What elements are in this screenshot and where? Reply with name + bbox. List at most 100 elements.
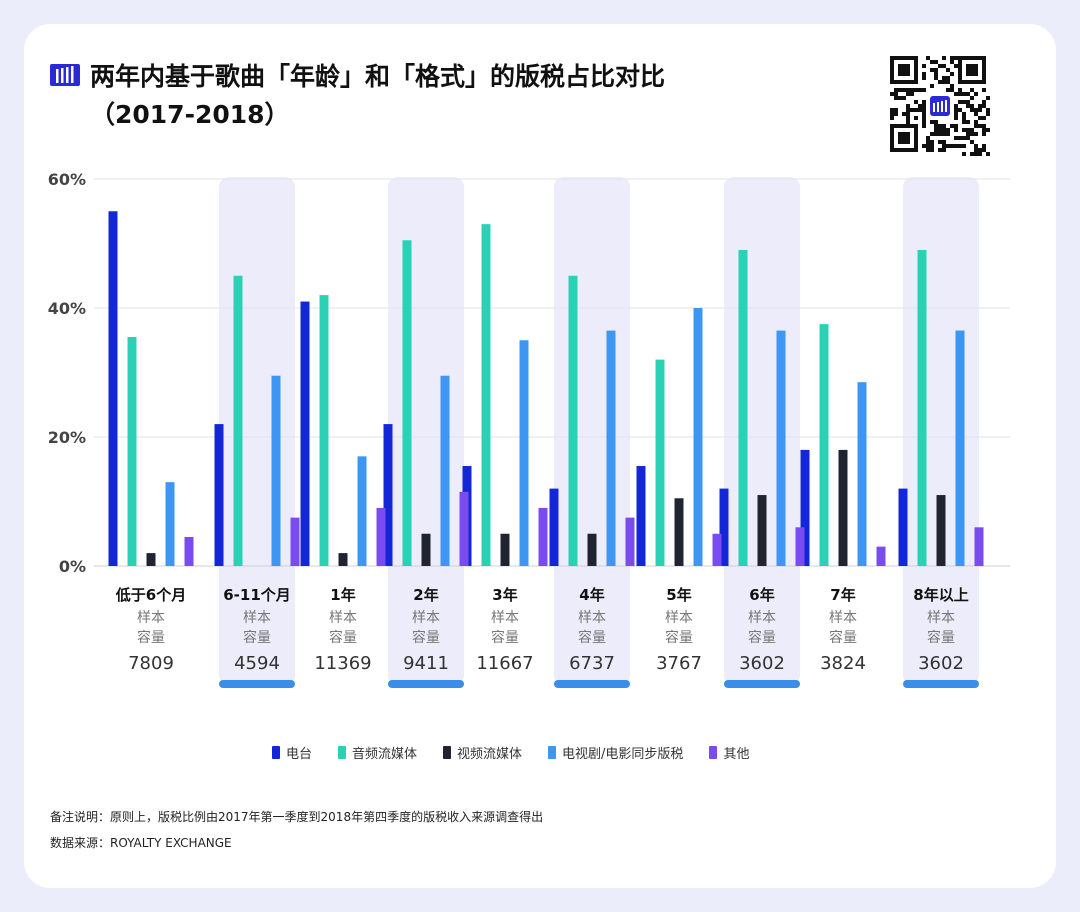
highlight-band — [219, 177, 295, 685]
legend-item: 电视剧/电影同步版税 — [548, 743, 683, 762]
bar-series-0-cat-1 — [214, 424, 224, 566]
sample-label-line-1: 样本 — [137, 610, 165, 626]
brand-logo-icon — [50, 64, 80, 86]
y-tick-label: 60% — [48, 170, 86, 189]
x-category-label: 5年 — [666, 586, 691, 604]
bar-series-1-cat-9 — [917, 249, 927, 566]
x-category-label: 6年 — [749, 586, 774, 604]
legend-swatch — [338, 745, 347, 759]
chart-card: 两年内基于歌曲「年龄」和「格式」的版税占比对比 （2017-2018） 0% 20… — [24, 24, 1056, 888]
legend-item: 其他 — [709, 743, 749, 762]
bar-series-2-cat-7 — [757, 495, 767, 566]
highlight-band — [903, 177, 979, 685]
sample-label-line-1: 样本 — [748, 610, 776, 626]
bar-series-1-cat-5 — [568, 275, 578, 566]
y-tick-label: 0% — [59, 557, 86, 576]
bar-series-4-cat-6 — [712, 533, 722, 566]
x-category-label: 4年 — [579, 586, 604, 604]
sample-label-line-2: 容量 — [491, 629, 519, 646]
bar-series-3-cat-3 — [440, 375, 450, 566]
bar-series-0-cat-5 — [549, 488, 559, 566]
x-category-label: 1年 — [330, 586, 355, 604]
bar-series-2-cat-4 — [500, 533, 510, 566]
bar-series-0-cat-6 — [636, 466, 646, 566]
bar-series-3-cat-5 — [606, 330, 616, 566]
legend-swatch — [443, 745, 452, 759]
sample-label-line-1: 样本 — [829, 610, 857, 626]
bar-series-1-cat-1 — [233, 275, 243, 566]
sample-label-line-2: 容量 — [927, 629, 955, 646]
bar-series-3-cat-6 — [693, 308, 703, 566]
sample-size-value: 3824 — [820, 653, 866, 674]
bar-series-1-cat-7 — [738, 249, 748, 566]
legend-item: 视频流媒体 — [443, 743, 522, 762]
sample-size-value: 3602 — [739, 653, 785, 674]
bar-series-0-cat-0 — [108, 211, 118, 566]
bar-series-0-cat-2 — [300, 301, 310, 566]
highlight-band-accent — [219, 680, 295, 688]
legend-label: 其他 — [723, 746, 750, 762]
sample-label-line-1: 样本 — [927, 610, 955, 626]
data-source: 数据来源：ROYALTY EXCHANGE — [50, 836, 232, 850]
sample-size-value: 11667 — [476, 653, 533, 674]
sample-label-line-2: 容量 — [137, 629, 165, 646]
highlight-band-accent — [724, 680, 800, 688]
bar-series-2-cat-5 — [587, 533, 597, 566]
bar-series-1-cat-2 — [319, 295, 329, 566]
bar-series-3-cat-8 — [857, 382, 867, 566]
x-category-label: 2年 — [413, 586, 438, 604]
bar-series-4-cat-2 — [376, 507, 386, 566]
legend-swatch — [272, 745, 280, 759]
sample-size-value: 4594 — [234, 653, 280, 674]
bar-series-4-cat-1 — [290, 517, 300, 566]
sample-label-line-2: 容量 — [243, 629, 271, 646]
bar-series-1-cat-8 — [819, 324, 829, 566]
legend-label: 视频流媒体 — [457, 746, 523, 762]
bar-series-0-cat-3 — [383, 424, 393, 566]
legend-item: 电台 — [272, 743, 312, 762]
bar-series-2-cat-8 — [838, 449, 848, 566]
bar-series-4-cat-7 — [795, 527, 805, 566]
bar-series-3-cat-2 — [357, 456, 367, 566]
sample-label-line-2: 容量 — [578, 629, 606, 646]
bar-series-4-cat-3 — [459, 491, 469, 566]
sample-size-value: 9411 — [403, 653, 449, 674]
bar-series-4-cat-0 — [184, 536, 194, 566]
bar-series-2-cat-3 — [421, 533, 431, 566]
sample-size-value: 3767 — [656, 653, 702, 674]
y-tick-label: 40% — [48, 299, 86, 318]
bar-series-4-cat-5 — [625, 517, 635, 566]
bar-series-2-cat-6 — [674, 498, 684, 566]
bar-series-2-cat-2 — [338, 553, 348, 566]
bar-series-4-cat-8 — [876, 546, 886, 566]
sample-label-line-2: 容量 — [748, 629, 776, 646]
y-tick-label: 20% — [48, 428, 86, 447]
legend-swatch — [548, 745, 557, 759]
bar-series-0-cat-9 — [898, 488, 908, 566]
chart-legend: 电台 音频流媒体 视频流媒体 电视剧/电影同步版税 其他 — [272, 742, 775, 762]
bar-series-1-cat-4 — [481, 224, 491, 566]
bar-series-4-cat-4 — [538, 507, 548, 566]
sample-label-line-1: 样本 — [412, 610, 440, 626]
sample-label-line-1: 样本 — [243, 610, 271, 626]
sample-label-line-2: 容量 — [829, 629, 857, 646]
bar-series-3-cat-4 — [519, 340, 529, 566]
sample-label-line-2: 容量 — [412, 629, 440, 646]
sample-label-line-1: 样本 — [665, 610, 693, 626]
highlight-band — [388, 177, 464, 685]
sample-label-line-1: 样本 — [491, 610, 519, 626]
bar-series-2-cat-9 — [936, 495, 946, 566]
sample-size-value: 3602 — [918, 653, 964, 674]
qr-code-icon — [890, 56, 990, 156]
bar-series-3-cat-9 — [955, 330, 965, 566]
x-category-label: 6-11个月 — [223, 586, 291, 604]
x-category-label: 3年 — [492, 586, 517, 604]
sample-label-line-1: 样本 — [329, 610, 357, 626]
x-category-label: 7年 — [830, 586, 855, 604]
bar-series-4-cat-9 — [974, 527, 984, 566]
bar-series-1-cat-6 — [655, 359, 665, 566]
highlight-band-accent — [388, 680, 464, 688]
legend-label: 电台 — [286, 746, 313, 762]
highlight-band — [724, 177, 800, 685]
